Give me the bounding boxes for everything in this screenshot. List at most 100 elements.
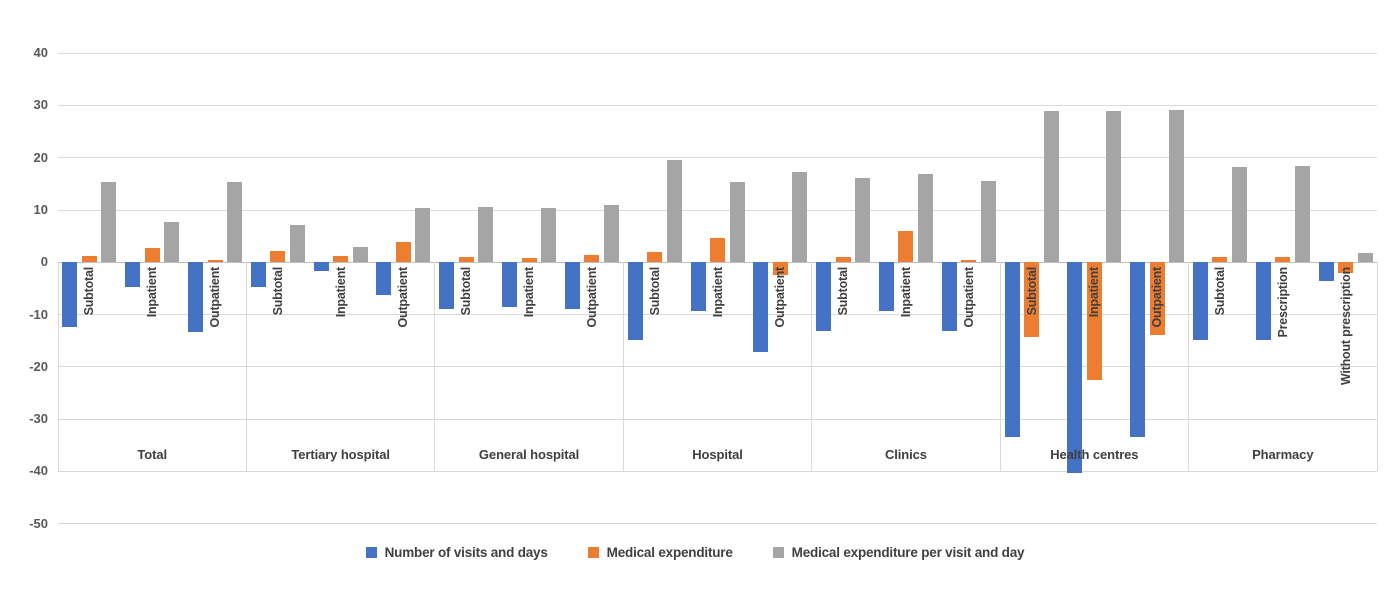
bar-medical-expenditure-per-visit-and-day (1231, 166, 1247, 263)
bar-medical-expenditure (961, 260, 977, 263)
bar-number-of-visits-and-days (188, 262, 204, 332)
legend-item: Medical expenditure (587, 545, 733, 560)
y-axis-tick-label: -20 (29, 358, 48, 374)
bar-medical-expenditure (710, 238, 725, 263)
y-axis-tick-label: 10 (33, 202, 48, 218)
bar-number-of-visits-and-days (439, 262, 455, 310)
y-axis-tick-label: 20 (33, 149, 48, 165)
bar-medical-expenditure (270, 250, 286, 263)
category-separator (434, 262, 436, 472)
bar-medical-expenditure (1212, 257, 1228, 263)
bar-number-of-visits-and-days (376, 262, 392, 295)
y-axis-tick-label: 30 (33, 97, 48, 113)
bar-number-of-visits-and-days (62, 262, 78, 327)
subcategory-label: Subtotal (82, 267, 97, 316)
subcategory-label: Subtotal (270, 267, 285, 316)
gridline (58, 104, 1377, 106)
bar-medical-expenditure (521, 258, 537, 263)
subcategory-label: Outpatient (773, 267, 788, 328)
group-label: Clinics (884, 447, 927, 462)
legend-swatch (587, 547, 599, 558)
bar-number-of-visits-and-days (1004, 262, 1020, 437)
bar-medical-expenditure-per-visit-and-day (1043, 110, 1059, 263)
subcategory-label: Inpatient (333, 267, 348, 318)
bar-number-of-visits-and-days (941, 262, 957, 331)
subcategory-label: Inpatient (1087, 267, 1102, 318)
gridline (58, 314, 1377, 316)
bar-medical-expenditure (1024, 262, 1040, 337)
subcategory-label: Inpatient (710, 267, 725, 318)
subcategory-label: Subtotal (647, 267, 662, 316)
bar-number-of-visits-and-days (1255, 262, 1271, 341)
subcategory-label: Outpatient (208, 267, 223, 328)
bar-medical-expenditure-per-visit-and-day (227, 182, 243, 263)
gridline (58, 157, 1377, 159)
bar-medical-expenditure-per-visit-and-day (352, 247, 368, 263)
gridline (58, 209, 1377, 211)
legend-label: Medical expenditure per visit and day (791, 545, 1025, 560)
bar-number-of-visits-and-days (502, 262, 518, 308)
bar-medical-expenditure-per-visit-and-day (980, 181, 996, 263)
subcategory-label: Outpatient (961, 267, 976, 328)
gridline (58, 52, 1377, 54)
subcategory-label: Subtotal (1024, 267, 1039, 316)
bar-medical-expenditure-per-visit-and-day (603, 204, 619, 263)
bar-medical-expenditure (458, 257, 474, 263)
legend-item: Medical expenditure per visit and day (772, 545, 1025, 560)
y-axis-tick-label: 0 (40, 254, 48, 270)
y-axis-tick-label: -10 (29, 306, 48, 322)
y-axis-tick-label: -50 (29, 515, 48, 531)
bar-number-of-visits-and-days (564, 262, 580, 310)
bar-medical-expenditure-per-visit-and-day (792, 172, 808, 263)
bar-medical-expenditure (1149, 262, 1165, 336)
gridline (58, 366, 1377, 368)
bar-medical-expenditure-per-visit-and-day (1294, 166, 1310, 263)
bar-number-of-visits-and-days (753, 262, 769, 352)
gridline (58, 523, 1377, 525)
bar-medical-expenditure (144, 247, 160, 263)
gridline (58, 418, 1377, 420)
legend-swatch (772, 547, 784, 558)
group-label: Pharmacy (1252, 447, 1314, 462)
bar-medical-expenditure-per-visit-and-day (541, 208, 557, 263)
bar-number-of-visits-and-days (1067, 262, 1083, 473)
category-separator (811, 262, 813, 472)
bar-number-of-visits-and-days (816, 262, 832, 331)
category-separator (622, 262, 624, 472)
subcategory-label: Outpatient (1150, 267, 1165, 328)
bar-medical-expenditure (1338, 262, 1354, 274)
y-axis-tick-label: -30 (29, 411, 48, 427)
x-axis-line (58, 261, 1377, 263)
subcategory-label: Outpatient (396, 267, 411, 328)
bar-medical-expenditure-per-visit-and-day (1106, 110, 1122, 263)
subcategory-label: Subtotal (459, 267, 474, 316)
y-axis-tick-label: 40 (33, 45, 48, 61)
bar-number-of-visits-and-days (313, 262, 329, 271)
legend-label: Number of visits and days (384, 545, 548, 560)
subcategory-label: Inpatient (145, 267, 160, 318)
bar-medical-expenditure-per-visit-and-day (1357, 253, 1373, 263)
category-separator (999, 262, 1001, 472)
bar-medical-expenditure (207, 260, 223, 263)
bar-medical-expenditure (333, 255, 349, 263)
bar-medical-expenditure (584, 254, 600, 263)
category-separator (245, 262, 247, 472)
legend-swatch (365, 547, 377, 558)
group-label: Health centres (1050, 447, 1139, 462)
subcategory-label: Inpatient (898, 267, 913, 318)
category-separator (1188, 262, 1190, 472)
group-label: Hospital (692, 447, 743, 462)
subcategory-label: Outpatient (584, 267, 599, 328)
y-axis-tick-label: -40 (29, 463, 48, 479)
bar-medical-expenditure-per-visit-and-day (164, 221, 180, 263)
bar-medical-expenditure-per-visit-and-day (415, 207, 431, 263)
gridline (58, 470, 1377, 472)
bar-medical-expenditure (772, 262, 788, 276)
group-label: Total (137, 447, 167, 462)
bar-medical-expenditure (1275, 257, 1291, 263)
subcategory-label: Prescription (1275, 267, 1290, 338)
bar-medical-expenditure-per-visit-and-day (666, 159, 682, 263)
bar-medical-expenditure-per-visit-and-day (729, 182, 745, 263)
bar-number-of-visits-and-days (250, 262, 266, 288)
bar-number-of-visits-and-days (1130, 262, 1146, 437)
